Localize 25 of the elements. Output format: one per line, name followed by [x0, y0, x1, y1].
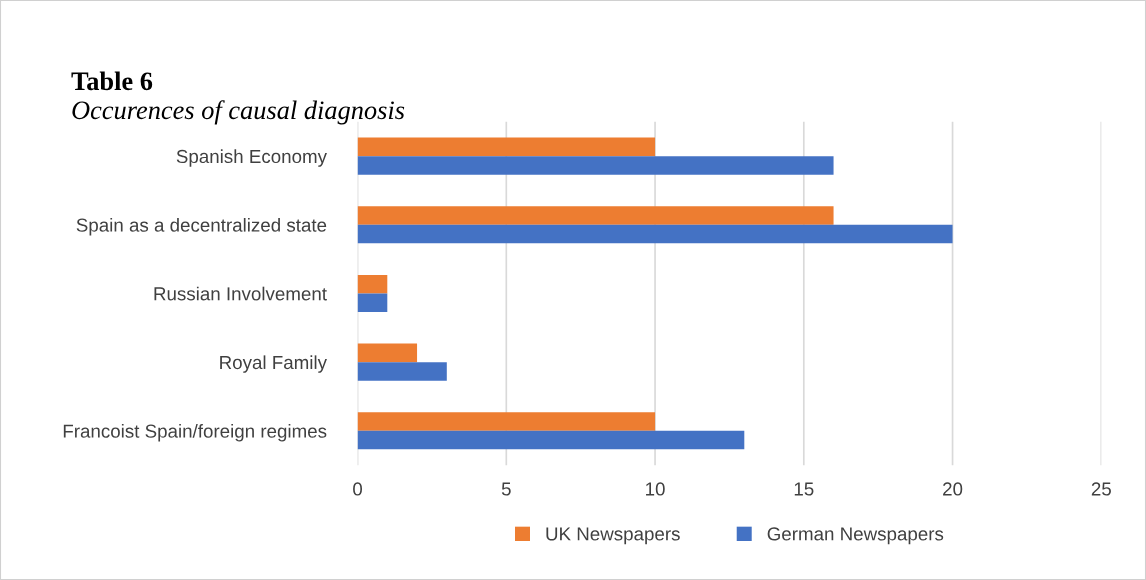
x-tick-label: 15: [794, 482, 814, 496]
bar: [357, 430, 745, 450]
y-tick-label: Spain as a decentralized state: [76, 218, 327, 236]
legend-label: German Newspapers: [767, 527, 944, 545]
x-tick-label: 25: [1091, 482, 1111, 496]
x-tick-label: 20: [943, 482, 963, 496]
x-tick-label: 5: [501, 482, 511, 496]
bar: [357, 156, 834, 175]
bar: [357, 293, 388, 313]
y-tick-label: Royal Family: [220, 355, 327, 373]
bar: [357, 362, 447, 381]
legend-label: UK Newspapers: [546, 527, 680, 545]
y-tick-label: Spanish Economy: [176, 149, 327, 167]
x-tick-label: 0: [353, 482, 363, 496]
y-tick-label: Francoist Spain/foreign regimes: [63, 424, 327, 442]
bar: [357, 412, 656, 431]
x-tick-label: 10: [646, 482, 665, 496]
bar: [357, 274, 388, 294]
bar: [357, 224, 953, 244]
bar: [357, 206, 834, 225]
chart-subtitle: Occurences of causal diagnosis: [72, 100, 405, 125]
y-tick-label: Russian Involvement: [154, 286, 327, 301]
text: Table 6: [71, 71, 153, 91]
bar: [357, 343, 418, 363]
bar: [357, 137, 656, 157]
